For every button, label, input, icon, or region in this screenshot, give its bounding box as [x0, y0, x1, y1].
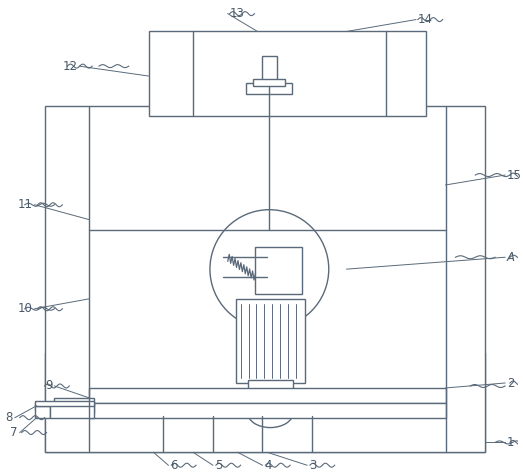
- Text: 7: 7: [10, 426, 18, 439]
- Bar: [236, 299, 305, 383]
- Text: 13: 13: [230, 7, 245, 20]
- Text: 1: 1: [507, 436, 515, 449]
- Bar: [50, 403, 94, 418]
- Bar: [35, 406, 50, 418]
- Bar: [54, 398, 94, 413]
- Bar: [253, 79, 285, 86]
- Text: 14: 14: [418, 13, 433, 26]
- Bar: [35, 401, 94, 406]
- Bar: [255, 247, 302, 294]
- Text: 2: 2: [507, 377, 515, 389]
- Bar: [44, 353, 485, 452]
- Bar: [89, 388, 446, 403]
- Circle shape: [210, 210, 329, 329]
- Text: A: A: [507, 251, 515, 264]
- Bar: [35, 403, 58, 410]
- Text: 10: 10: [18, 302, 32, 315]
- Bar: [149, 31, 426, 115]
- Text: 8: 8: [6, 411, 13, 424]
- Bar: [263, 56, 277, 86]
- Text: 11: 11: [18, 198, 32, 211]
- Text: 6: 6: [170, 459, 178, 472]
- Bar: [246, 83, 292, 94]
- Bar: [89, 403, 446, 418]
- Text: 3: 3: [309, 459, 316, 472]
- Bar: [44, 106, 485, 452]
- Text: 15: 15: [507, 169, 522, 181]
- Text: 4: 4: [265, 459, 272, 472]
- Bar: [247, 380, 293, 413]
- Text: 5: 5: [215, 459, 222, 472]
- Text: 12: 12: [62, 60, 77, 73]
- Text: 9: 9: [45, 380, 52, 392]
